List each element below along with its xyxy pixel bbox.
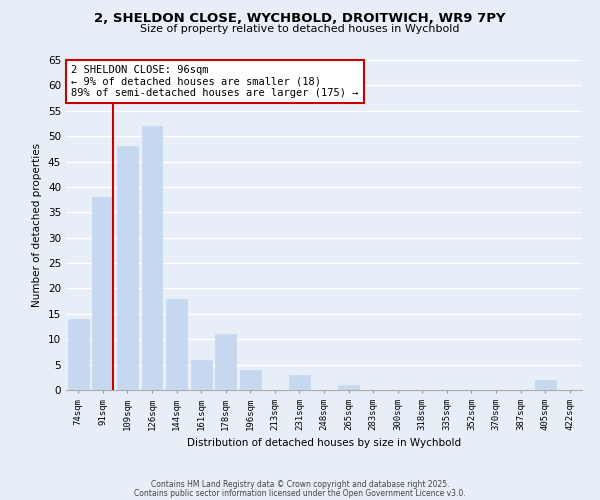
Text: Size of property relative to detached houses in Wychbold: Size of property relative to detached ho… [140,24,460,34]
Bar [215,334,236,390]
Bar [92,197,113,390]
Bar [191,360,212,390]
Y-axis label: Number of detached properties: Number of detached properties [32,143,43,307]
Bar [166,298,187,390]
Bar [142,126,163,390]
Bar [68,319,89,390]
X-axis label: Distribution of detached houses by size in Wychbold: Distribution of detached houses by size … [187,438,461,448]
Bar [240,370,261,390]
Bar [117,146,138,390]
Title: 2, SHELDON CLOSE, WYCHBOLD, DROITWICH, WR9 7PY
Size of property relative to deta: 2, SHELDON CLOSE, WYCHBOLD, DROITWICH, W… [0,499,1,500]
Bar [289,375,310,390]
Text: 2 SHELDON CLOSE: 96sqm
← 9% of detached houses are smaller (18)
89% of semi-deta: 2 SHELDON CLOSE: 96sqm ← 9% of detached … [71,65,359,98]
Text: 2, SHELDON CLOSE, WYCHBOLD, DROITWICH, WR9 7PY: 2, SHELDON CLOSE, WYCHBOLD, DROITWICH, W… [94,12,506,26]
Bar [338,385,359,390]
Text: Contains HM Land Registry data © Crown copyright and database right 2025.: Contains HM Land Registry data © Crown c… [151,480,449,489]
Bar [535,380,556,390]
Text: Contains public sector information licensed under the Open Government Licence v3: Contains public sector information licen… [134,488,466,498]
